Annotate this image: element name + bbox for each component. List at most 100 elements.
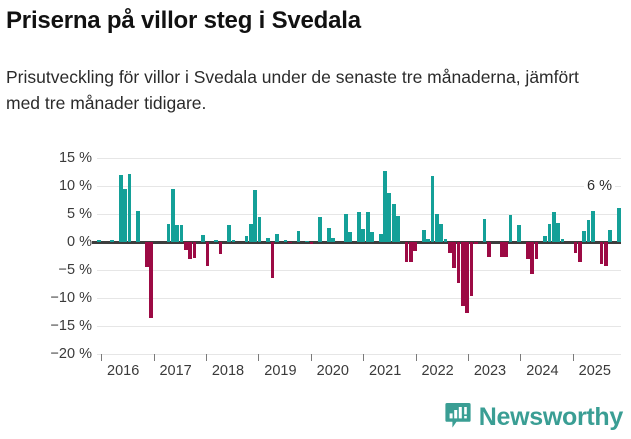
bar	[348, 231, 353, 242]
footer-branding: Newsworthy	[445, 400, 623, 434]
bar	[331, 237, 335, 242]
bar	[590, 211, 595, 242]
gridline	[97, 298, 621, 299]
x-axis-tick	[258, 354, 260, 361]
bar	[136, 211, 140, 242]
bar	[582, 230, 587, 242]
gridline	[97, 326, 621, 327]
bar	[123, 188, 127, 242]
bar	[110, 239, 114, 242]
bar	[227, 225, 231, 242]
bar	[461, 242, 465, 307]
x-axis-tick-label: 2016	[107, 363, 140, 379]
bar	[179, 225, 184, 242]
x-axis-tick	[101, 354, 103, 361]
bar	[487, 242, 491, 257]
bar	[482, 219, 487, 242]
page-title: Priserna på villor steg i Svedala	[6, 7, 361, 34]
bar	[326, 228, 331, 242]
bar	[309, 242, 314, 245]
x-axis-tick-label: 2022	[421, 363, 454, 379]
bar	[534, 242, 539, 259]
bar	[175, 225, 179, 242]
bar	[166, 224, 171, 242]
bar	[144, 242, 149, 268]
bar	[469, 242, 474, 297]
bar	[170, 189, 175, 242]
bar	[357, 212, 361, 242]
bar	[214, 240, 218, 242]
bar	[365, 212, 370, 242]
bar	[370, 232, 374, 242]
bar	[435, 214, 439, 242]
bar	[409, 242, 413, 263]
bar	[127, 173, 132, 242]
y-axis-tick-label: 15 %	[58, 150, 92, 166]
bar	[270, 242, 275, 278]
bar	[188, 242, 192, 259]
x-axis-tick	[310, 354, 312, 361]
gridline	[97, 158, 621, 159]
bar	[274, 233, 279, 242]
bar	[248, 223, 253, 242]
bar	[547, 224, 552, 242]
x-axis-tick	[363, 354, 365, 361]
bar	[508, 215, 513, 242]
x-axis-tick-label: 2017	[159, 363, 192, 379]
value-annotation: 6 %	[584, 178, 615, 194]
bar	[504, 242, 509, 258]
bar	[266, 237, 270, 242]
x-axis-tick-label: 2018	[211, 363, 245, 379]
y-axis-tick-label: −10 %	[50, 290, 92, 306]
bar	[283, 240, 288, 242]
bar	[500, 242, 504, 258]
bar	[361, 229, 366, 242]
brand-name: Newsworthy	[478, 402, 624, 431]
bar	[387, 192, 392, 242]
bar	[396, 215, 400, 242]
y-axis-tick-label: 10 %	[58, 178, 92, 194]
x-axis-tick	[467, 354, 469, 361]
bar	[378, 233, 383, 242]
page-subtitle: Prisutveckling för villor i Svedala unde…	[6, 67, 579, 113]
bar	[205, 242, 210, 267]
bar	[452, 242, 457, 268]
bar	[526, 242, 530, 259]
x-axis-tick-label: 2020	[316, 363, 349, 379]
bar	[616, 208, 621, 242]
bar	[192, 242, 197, 258]
bar	[413, 242, 418, 251]
x-axis-tick	[153, 354, 155, 361]
bar	[257, 217, 262, 242]
zero-axis-line	[92, 241, 621, 244]
bar	[543, 236, 548, 242]
y-axis-tick-label: 0 %	[67, 234, 92, 250]
x-axis-tick-label: 2023	[473, 363, 507, 379]
y-axis-labels: 15 % 10 % 5 % 0 % −5 % −10 % −15 % −20 %	[0, 150, 92, 362]
y-axis-tick-label: 5 %	[67, 206, 92, 222]
bar	[244, 236, 249, 242]
bar	[296, 230, 301, 242]
x-axis-tick	[205, 354, 207, 361]
bar	[599, 242, 604, 265]
bar	[231, 239, 236, 242]
gridline	[97, 354, 621, 355]
bar	[201, 235, 205, 242]
bar	[305, 240, 309, 243]
bar	[439, 223, 444, 242]
x-axis-tick	[415, 354, 417, 361]
bar	[443, 238, 448, 242]
bar	[253, 189, 257, 242]
bar	[118, 174, 123, 242]
plot-area: 6 %	[92, 158, 621, 355]
x-axis: 2016 2017 2018 2019 2020 2021 2022 2023 2024 2025	[97, 354, 621, 394]
bar	[318, 216, 322, 242]
x-axis-tick-label: 2024	[526, 363, 559, 379]
bar	[465, 242, 470, 314]
bar	[530, 242, 535, 275]
bar	[586, 219, 591, 242]
bar	[422, 230, 426, 242]
bar	[552, 212, 556, 242]
bar	[556, 222, 561, 242]
